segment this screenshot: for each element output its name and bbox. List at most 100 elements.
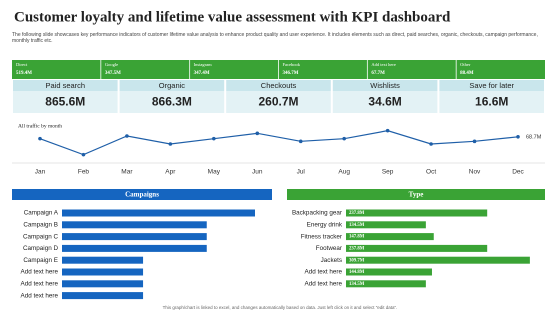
bar-value: 134.5M xyxy=(349,282,365,287)
traffic-point xyxy=(212,136,216,141)
kpi-body xyxy=(332,91,438,113)
bar xyxy=(62,244,207,252)
panel-title: Campaigns xyxy=(125,191,159,199)
kpi-name: Checkouts xyxy=(261,81,297,90)
bar-label: Add text here xyxy=(305,280,343,287)
bar-label: Campaign C xyxy=(23,233,58,240)
bar xyxy=(62,268,144,276)
kpi-name: Organic xyxy=(159,81,186,90)
traffic-point xyxy=(429,142,433,146)
month-label: Aug xyxy=(338,169,350,176)
bar-label: Add text here xyxy=(21,292,59,299)
bar-value: 309.7M xyxy=(349,258,365,263)
bar xyxy=(62,209,255,217)
kpi-head xyxy=(119,80,225,91)
kpi-head xyxy=(332,80,438,91)
bar-label: Footwear xyxy=(316,245,342,252)
kpi-value: 260.7M xyxy=(258,95,298,109)
traffic-point xyxy=(298,139,303,144)
source-name: Facebook xyxy=(283,62,301,67)
kpi-head xyxy=(439,80,544,91)
bar-label: Jackets xyxy=(321,257,342,264)
bar xyxy=(62,221,207,229)
traffic-point xyxy=(168,142,173,146)
kpi-body xyxy=(13,91,118,113)
bar-value: 237.8M xyxy=(349,211,365,216)
bar-label: Add text here xyxy=(21,280,59,287)
traffic-line xyxy=(39,130,519,156)
type-header xyxy=(287,189,545,200)
bar-value: 147.8M xyxy=(349,235,365,240)
bar-value: 237.8M xyxy=(349,246,365,251)
bar-value: 144.8M xyxy=(349,270,365,275)
bar-label: Energy drink xyxy=(307,221,343,228)
kpi-head xyxy=(226,80,331,91)
bar xyxy=(346,256,530,264)
bar xyxy=(346,209,488,217)
bar xyxy=(346,221,426,229)
kpi-body xyxy=(439,91,544,113)
kpi-head xyxy=(13,80,118,91)
traffic-point xyxy=(342,136,346,141)
traffic-point xyxy=(38,136,42,141)
bar xyxy=(346,233,434,241)
bar-label: Campaign B xyxy=(23,221,58,228)
bar xyxy=(62,233,207,241)
kpi-name: Paid search xyxy=(45,81,85,90)
traffic-point xyxy=(385,128,390,133)
bar-label: Campaign E xyxy=(23,257,58,264)
month-label: Mar xyxy=(121,169,133,176)
bar-label: Add text here xyxy=(21,269,59,276)
kpi-value: 865.6M xyxy=(45,95,85,109)
month-label: Oct xyxy=(426,169,436,176)
traffic-point xyxy=(516,135,520,139)
kpi-name: Save for later xyxy=(469,81,514,90)
source-name: Add text here xyxy=(371,62,396,67)
bar xyxy=(62,280,144,288)
traffic-point xyxy=(125,134,129,138)
kpi-value: 34.6M xyxy=(368,95,401,109)
month-label: Jul xyxy=(297,169,306,176)
source-name: Other xyxy=(460,62,471,67)
bar-label: Campaign D xyxy=(23,245,58,252)
traffic-point xyxy=(255,131,260,136)
bar xyxy=(346,244,488,252)
footer: This graph/chart is linked to excel, and… xyxy=(163,305,398,310)
month-label: Feb xyxy=(78,169,90,176)
source-value: 88.4M xyxy=(460,71,474,76)
bar xyxy=(346,268,432,276)
source-value: 67.7M xyxy=(371,71,385,76)
month-label: Nov xyxy=(469,169,481,176)
page-title: Customer loyalty and lifetime value asse… xyxy=(14,9,451,25)
kpi-name: Wishlists xyxy=(370,81,400,90)
month-label: Dec xyxy=(512,169,524,176)
source-value: 347.5M xyxy=(105,71,121,76)
subtitle-box: The following slide showcases key perfor… xyxy=(12,32,538,44)
bar-label: Backpacking gear xyxy=(292,210,342,217)
line-title: All traffic by month xyxy=(18,122,62,129)
traffic-point xyxy=(81,152,86,157)
panel-title: Type xyxy=(409,191,424,199)
campaigns-header xyxy=(12,189,272,200)
month-label: May xyxy=(208,169,221,176)
bar-label: Add text here xyxy=(305,269,343,276)
subtitle: The following slide showcases key perfor… xyxy=(12,32,538,44)
kpi-value: 866.3M xyxy=(152,95,192,109)
bar-value: 134.5M xyxy=(349,223,365,228)
month-label: Jan xyxy=(35,169,46,176)
source-name: Direct xyxy=(16,62,28,67)
value-label: 68.7M xyxy=(526,134,542,140)
source-name: Instagram xyxy=(194,62,212,67)
month-label: Apr xyxy=(165,169,176,176)
month-label: Jun xyxy=(252,169,263,176)
month-label: Sep xyxy=(382,169,394,176)
kpi-body xyxy=(226,91,331,113)
bar xyxy=(62,292,144,300)
kpi-body xyxy=(119,91,225,113)
traffic-point xyxy=(472,139,477,144)
kpi-value: 16.6M xyxy=(475,95,508,109)
source-value: 347.4M xyxy=(194,71,210,76)
source-value: 519.4M xyxy=(16,71,32,76)
bar-label: Campaign A xyxy=(24,210,59,217)
